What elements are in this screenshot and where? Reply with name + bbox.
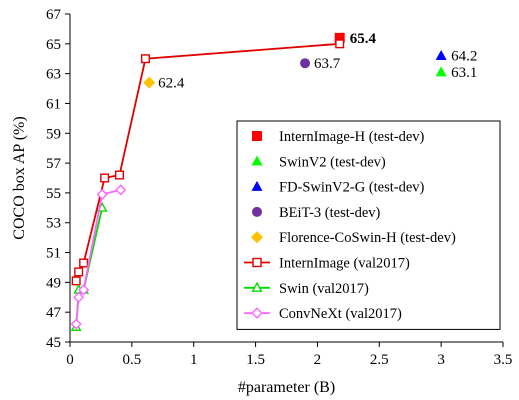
axes: 45 47 49 51 53 55 57 59 61 63 65 67 0 0.5 1 1.5 2 2.5 3 3.5: [46, 7, 512, 368]
series-2: [435, 49, 447, 60]
legend-label: SwinV2 (test-dev): [279, 154, 386, 170]
legend-marker: [251, 155, 263, 166]
data-point: [100, 173, 110, 183]
legend-item: BEiT-3 (test-dev): [252, 205, 381, 221]
legend-marker: [252, 257, 262, 268]
data-point: [334, 32, 345, 43]
data-point: [71, 276, 81, 286]
y-tick-label: 49: [46, 275, 61, 291]
legend-label: InternImage (val2017): [279, 256, 410, 272]
data-point: [335, 39, 345, 49]
x-tick-label: 2: [314, 352, 322, 368]
y-tick-label: 67: [46, 7, 62, 23]
legend-label: InternImage-H (test-dev): [279, 129, 425, 145]
y-tick-label: 59: [46, 126, 61, 142]
data-point: [300, 58, 311, 69]
y-tick-label: 57: [46, 156, 62, 172]
data-point: [143, 76, 156, 89]
y-tick-label: 61: [46, 96, 61, 112]
y-tick-label: 45: [46, 335, 61, 351]
data-point: [115, 184, 127, 196]
legend-label: FD-SwinV2-G (test-dev): [279, 180, 425, 196]
y-axis-title: COCO box AP (%): [11, 116, 28, 239]
legend: InternImage-H (test-dev) SwinV2 (test-dev…: [236, 120, 501, 330]
y-tick-label: 53: [46, 216, 61, 232]
legend-item: InternImage (val2017): [244, 256, 410, 272]
x-tick-label: 1: [190, 352, 198, 368]
y-tick-label: 47: [46, 305, 62, 321]
plot-area: [70, 32, 447, 332]
legend-item: Swin (val2017): [244, 281, 369, 297]
data-label: 65.4: [350, 31, 377, 47]
legend-marker: [252, 131, 262, 141]
legend-label: ConvNeXt (val2017): [279, 306, 402, 322]
data-label: 62.4: [158, 76, 185, 92]
y-tick-label: 55: [46, 186, 61, 202]
series-4: [143, 76, 156, 89]
x-tick-label: 1.5: [246, 352, 265, 368]
legend-marker: [252, 206, 262, 217]
legend-label: Florence-CoSwin-H (test-dev): [279, 230, 456, 246]
data-point: [96, 188, 108, 200]
x-axis-title: #parameter (B): [238, 379, 335, 396]
series-0: [334, 32, 345, 43]
y-tick-label: 63: [46, 67, 61, 83]
legend-label: Swin (val2017): [279, 281, 369, 297]
y-tick-label: 51: [46, 246, 61, 262]
legend-box: [236, 120, 501, 330]
series-1: [435, 66, 447, 77]
data-point: [114, 170, 124, 180]
legend-marker: [251, 180, 263, 191]
data-point: [70, 318, 82, 330]
legend-label: BEiT-3 (test-dev): [279, 205, 381, 221]
legend-item: FD-SwinV2-G (test-dev): [251, 180, 425, 196]
x-tick-label: 0: [66, 352, 74, 368]
data-point: [79, 258, 89, 268]
legend-marker: [251, 231, 263, 244]
series-3: [300, 58, 311, 69]
legend-item: SwinV2 (test-dev): [251, 154, 386, 170]
legend-marker: [251, 281, 263, 292]
data-point: [73, 291, 85, 303]
x-tick-label: 3.5: [494, 352, 513, 368]
legend-item: Florence-CoSwin-H (test-dev): [251, 230, 456, 246]
data-point: [435, 66, 447, 77]
legend-marker: [251, 307, 263, 319]
series-line: [75, 189, 121, 325]
x-tick-label: 0.5: [122, 352, 141, 368]
x-tick-label: 2.5: [370, 352, 389, 368]
data-point: [140, 54, 150, 64]
data-label: 63.1: [451, 65, 477, 81]
series-7: [70, 184, 127, 330]
series-5: [71, 39, 345, 286]
legend-item: ConvNeXt (val2017): [244, 306, 402, 322]
y-tick-label: 65: [46, 37, 61, 53]
data-label: 64.2: [451, 49, 477, 65]
data-point: [74, 267, 84, 277]
x-tick-label: 3: [437, 352, 445, 368]
data-point: [78, 284, 90, 296]
data-label: 63.7: [314, 56, 341, 72]
legend-item: InternImage-H (test-dev): [252, 129, 425, 145]
data-point: [435, 49, 447, 60]
point-labels: 65.4 63.164.2 63.7 62.4: [158, 31, 477, 92]
